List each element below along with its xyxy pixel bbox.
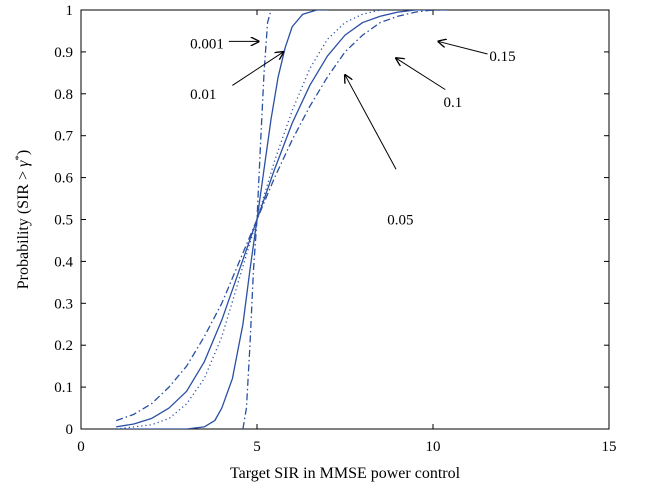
series-group bbox=[115, 10, 451, 429]
series-line-0-15 bbox=[115, 10, 451, 422]
annotation-arrow bbox=[396, 58, 446, 91]
annotation-arrow bbox=[345, 75, 397, 170]
annotations: 0.001 0.01 0.05 0.1 0.15 bbox=[190, 37, 515, 229]
y-tick-label: 0.3 bbox=[54, 296, 73, 312]
y-tick-label: 0.6 bbox=[54, 171, 73, 187]
annotation-label: 0.05 bbox=[387, 213, 413, 229]
y-axis-title-part: ) bbox=[15, 150, 32, 155]
plot-area bbox=[80, 9, 610, 430]
annotation-label: 0.001 bbox=[190, 37, 224, 53]
series-line-0-01 bbox=[116, 10, 328, 429]
y-axis-title-symbol: γ bbox=[15, 160, 32, 167]
annotation-label: 0.15 bbox=[489, 49, 515, 65]
y-tick-label: 0.2 bbox=[54, 338, 73, 354]
y-tick-label: 0.7 bbox=[54, 129, 73, 145]
y-axis-title: Probability (SIR > γ*) bbox=[13, 150, 32, 290]
y-tick-label: 0.9 bbox=[54, 45, 73, 61]
series-line-0-1 bbox=[116, 10, 433, 428]
y-tick-label: 0.4 bbox=[54, 254, 73, 270]
x-tick-label: 10 bbox=[426, 439, 441, 455]
x-tick-label: 0 bbox=[77, 439, 85, 455]
y-axis-title-part: Probability (SIR > bbox=[15, 167, 32, 289]
annotation-label: 0.01 bbox=[190, 87, 216, 103]
axis-ticks: 0 5 10 15 0 0.1 0.2 0.3 0.4 0.5 0.6 0.7 0.8 0.9 1 bbox=[54, 3, 616, 455]
x-axis-title: Target SIR in MMSE power control bbox=[230, 465, 461, 482]
annotation-arrow bbox=[438, 41, 488, 55]
x-tick-label: 15 bbox=[602, 439, 617, 455]
y-tick-label: 0.5 bbox=[54, 213, 73, 229]
y-axis-title-superscript: * bbox=[13, 155, 25, 161]
y-tick-label: 0.8 bbox=[54, 87, 73, 103]
y-tick-label: 0.1 bbox=[54, 380, 73, 396]
y-tick-label: 0 bbox=[66, 422, 74, 438]
x-tick-label: 5 bbox=[253, 439, 261, 455]
y-tick-label: 1 bbox=[66, 3, 74, 19]
annotation-arrow bbox=[232, 52, 283, 86]
annotation-label: 0.1 bbox=[444, 95, 463, 111]
